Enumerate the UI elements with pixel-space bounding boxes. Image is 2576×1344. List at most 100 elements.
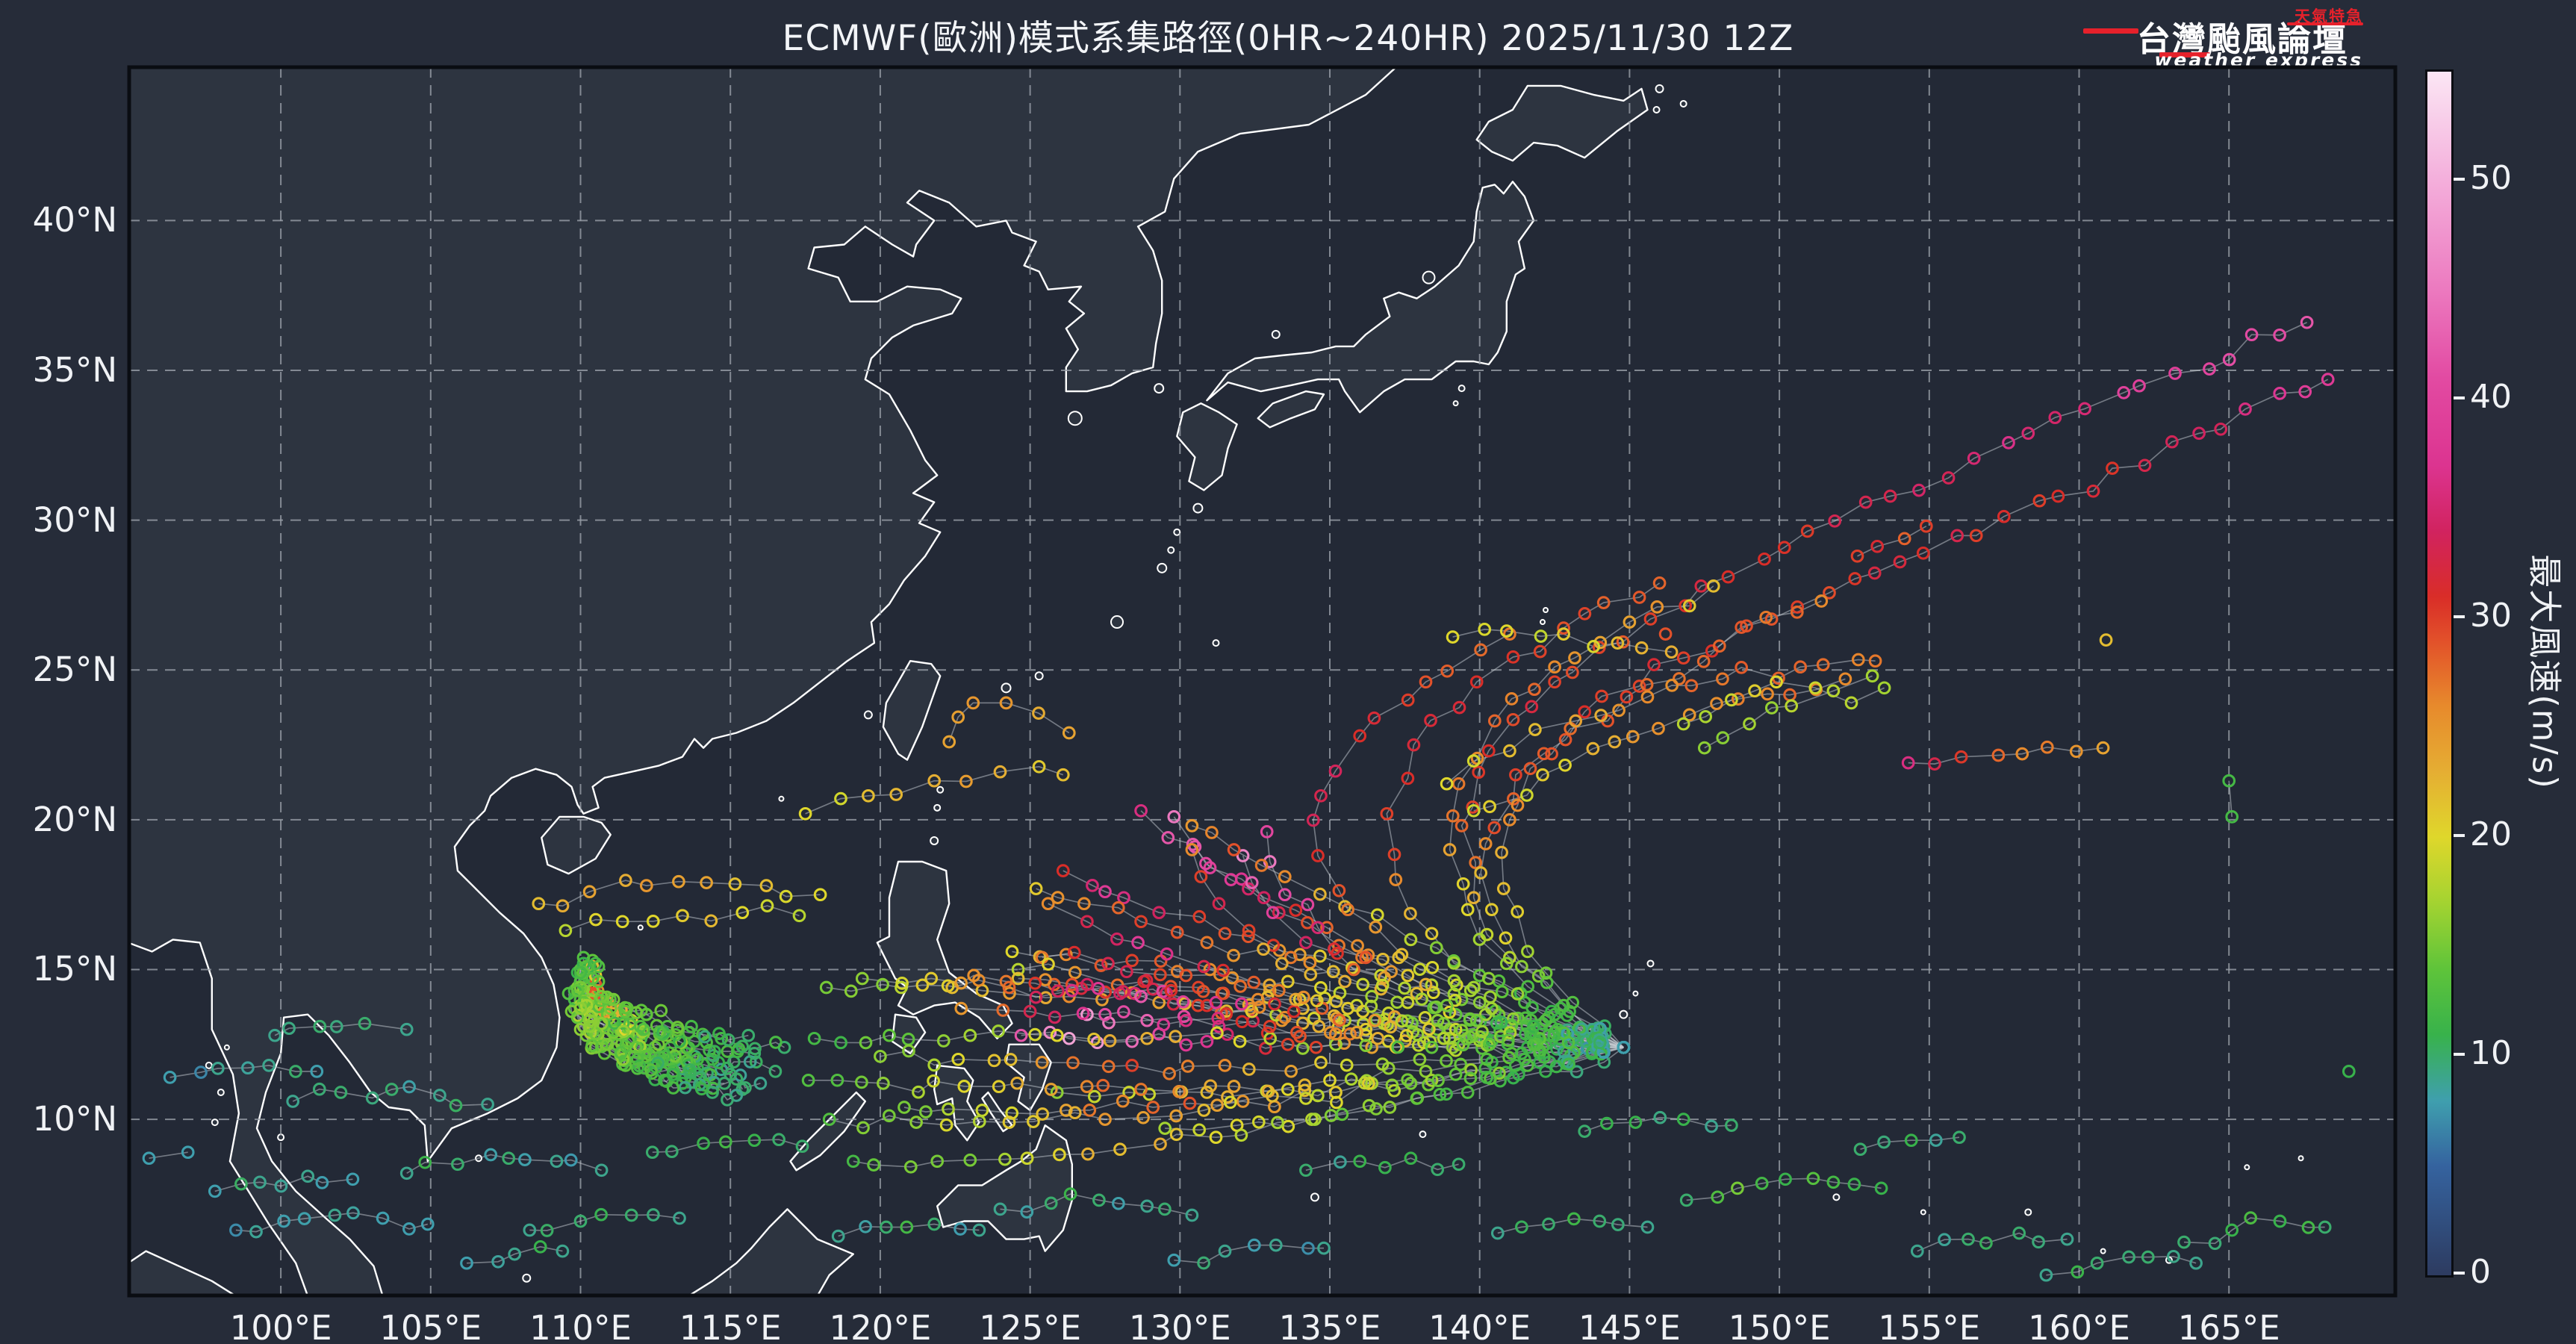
x-tick-label: 100°E (229, 1308, 332, 1344)
track-point-marker (2165, 435, 2179, 449)
track-point-marker (1537, 747, 1551, 761)
x-tick-label: 160°E (2028, 1308, 2130, 1344)
track-point-marker (630, 1052, 644, 1066)
track-point-marker (688, 1034, 701, 1048)
track-point-marker (939, 1118, 953, 1132)
track-point-marker (930, 1154, 945, 1169)
track-point-marker (1134, 915, 1148, 929)
page-title: ECMWF(歐洲)模式系集路徑(0HR~240HR) 2025/11/30 12… (782, 18, 1794, 59)
track-point-marker (647, 1208, 660, 1222)
track-point-marker (1287, 1004, 1301, 1018)
track-point-marker (1376, 952, 1390, 966)
track-point-marker (1392, 951, 1406, 965)
track-point-marker (1499, 931, 1513, 945)
track-point-marker (1235, 997, 1248, 1011)
track-point-marker (1478, 623, 1492, 636)
track-point-marker (1640, 1220, 1655, 1234)
track-point-marker (831, 1229, 845, 1243)
track-point-marker (2177, 1235, 2191, 1249)
track-point-marker (1369, 920, 1383, 934)
track-point-marker (1192, 909, 1207, 924)
island (1154, 383, 1165, 394)
track-point-marker (1113, 1142, 1127, 1157)
track-point-marker (1158, 1121, 1172, 1135)
track-point-marker (1183, 1096, 1197, 1110)
coastline (1257, 390, 1325, 429)
track-point-marker (1395, 948, 1409, 962)
track-point-marker (1548, 675, 1561, 689)
coastline (876, 860, 1013, 1039)
track-point-marker (708, 1045, 721, 1059)
track-point-marker (1537, 1050, 1551, 1064)
coastline (882, 660, 942, 761)
track-point-marker (1954, 750, 1968, 764)
track-point-marker (1169, 1030, 1183, 1043)
track-point-marker (1415, 992, 1428, 1007)
island (1173, 528, 1181, 536)
track-point-marker (1185, 843, 1199, 856)
track-point-marker (1440, 1054, 1453, 1068)
track-point-marker (1395, 1014, 1409, 1028)
track-point-marker (903, 1160, 918, 1174)
track-point-marker (1440, 998, 1454, 1012)
track-point-marker (646, 915, 660, 928)
track-point-marker (1679, 1193, 1693, 1207)
track-point-marker (1298, 1083, 1312, 1098)
track-point-marker (1463, 983, 1478, 998)
colorbar-label: 最大風速(m/s) (2524, 554, 2565, 790)
track-point-marker (1333, 1013, 1346, 1027)
track-point-marker (1568, 651, 1581, 665)
track-point-marker (1425, 1074, 1439, 1087)
track-point-marker (2239, 402, 2252, 416)
track-point-marker (433, 1089, 447, 1102)
track-point-marker (1509, 1059, 1522, 1072)
track-point-marker (618, 1059, 632, 1072)
track-point-marker (919, 1105, 933, 1119)
track-point-marker (1578, 1124, 1592, 1138)
colorbar-tick (2454, 1272, 2465, 1275)
track-point-marker (1440, 777, 1454, 791)
island (1067, 411, 1083, 426)
island (936, 785, 945, 794)
track-point-marker (718, 1135, 732, 1149)
track-point-marker (1731, 1181, 1744, 1195)
track-point-marker (1404, 906, 1417, 921)
track-point-marker (1460, 903, 1475, 917)
track-point-marker (1997, 509, 2011, 523)
track-point-marker (286, 1095, 300, 1108)
track-point-marker (1484, 990, 1497, 1004)
track-point-marker (1569, 714, 1583, 728)
track-point-marker (1620, 690, 1634, 704)
track-point-marker (1547, 1029, 1561, 1043)
track-point-marker (1293, 1030, 1307, 1043)
track-point-marker (346, 1206, 360, 1220)
track-point-marker (1431, 1013, 1445, 1027)
island (277, 1133, 285, 1142)
track-point-marker (2208, 1236, 2222, 1251)
track-point-marker (1456, 877, 1470, 891)
track-point-marker (1172, 1085, 1186, 1098)
track-point-marker (1463, 1030, 1477, 1044)
track-point-marker (1301, 915, 1314, 930)
track-point-marker (1480, 1052, 1494, 1066)
track-point-marker (834, 1036, 847, 1050)
track-point-marker (1503, 813, 1516, 827)
track-point-marker (1676, 717, 1690, 731)
track-point-marker (951, 1052, 965, 1066)
track-point-marker (1418, 1011, 1432, 1024)
track-point-marker (1311, 849, 1325, 862)
island (211, 1119, 219, 1127)
track-point-marker (594, 1016, 609, 1030)
track-point-marker (1463, 1071, 1478, 1086)
track-point-marker (1793, 660, 1808, 674)
track-point-marker (1566, 995, 1580, 1009)
y-tick-label: 30°N (32, 500, 117, 540)
track-point-marker (1345, 961, 1359, 974)
track-point-marker (1808, 681, 1823, 695)
track-point-marker (1941, 471, 1956, 485)
track-point-marker (2051, 489, 2065, 503)
track-point-marker (481, 1098, 494, 1111)
track-point-marker (1652, 721, 1665, 735)
track-point-marker (645, 1145, 659, 1160)
